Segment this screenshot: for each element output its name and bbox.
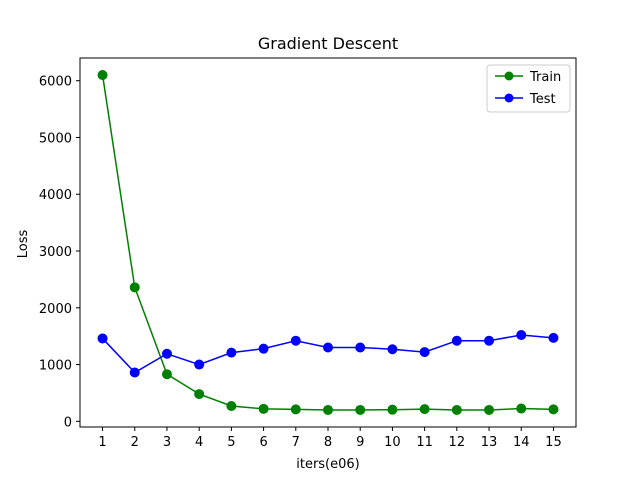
data-point-test — [516, 330, 527, 341]
x-tick-label: 4 — [195, 435, 203, 450]
y-axis-title: Loss — [16, 230, 31, 259]
data-point-test — [355, 342, 366, 353]
y-tick-label: 6000 — [39, 75, 72, 90]
x-axis-title: iters(e06) — [296, 457, 360, 472]
legend-label-train: Train — [529, 70, 561, 85]
x-tick-label: 14 — [513, 435, 530, 450]
data-point-train — [97, 70, 108, 81]
data-point-train — [355, 404, 366, 415]
legend: Train Test — [486, 64, 571, 113]
data-point-test — [419, 347, 430, 358]
data-point-test — [323, 342, 333, 353]
data-point-train — [484, 404, 495, 415]
data-point-train — [323, 404, 333, 415]
data-point-train — [451, 404, 462, 415]
data-point-train — [161, 369, 172, 380]
data-point-test — [226, 347, 237, 358]
x-tick-label: 3 — [163, 435, 171, 450]
x-tick-label: 12 — [449, 435, 466, 450]
y-tick-label: 0 — [64, 415, 72, 430]
data-point-test — [161, 348, 172, 359]
x-tick-label: 9 — [356, 435, 364, 450]
data-point-train — [516, 403, 527, 414]
y-tick-label: 1000 — [39, 359, 72, 374]
x-tick-label: 7 — [292, 435, 300, 450]
data-point-test — [387, 344, 398, 355]
data-point-train — [387, 404, 398, 415]
axes: 1 2 3 4 5 6 7 8 9 10 11 12 13 14 150100020003000400050… — [39, 57, 577, 450]
x-tick-label: 6 — [259, 435, 267, 450]
data-point-train — [194, 389, 205, 400]
y-tick-label: 5000 — [39, 131, 72, 146]
data-point-train — [290, 404, 301, 415]
data-point-test — [484, 335, 495, 346]
x-tick-label: 11 — [416, 435, 433, 450]
data-point-test — [97, 333, 108, 344]
y-tick-label: 4000 — [39, 188, 72, 203]
legend-marker-train — [504, 71, 514, 81]
data-point-train — [226, 400, 237, 411]
data-point-train — [129, 282, 140, 293]
y-tick-label: 3000 — [39, 245, 72, 260]
data-point-train — [548, 404, 559, 415]
data-point-test — [451, 335, 462, 346]
data-point-test — [129, 367, 140, 378]
legend-marker-test — [504, 93, 514, 103]
x-tick-label: 2 — [131, 435, 139, 450]
x-tick-label: 1 — [98, 435, 106, 450]
data-point-test — [290, 335, 301, 346]
data-point-train — [258, 403, 269, 414]
y-tick-label: 2000 — [39, 302, 72, 317]
plot-area — [97, 70, 559, 415]
x-tick-label: 15 — [545, 435, 562, 450]
data-point-train — [419, 404, 430, 415]
data-point-test — [258, 343, 269, 354]
data-point-test — [548, 332, 559, 343]
x-tick-label: 5 — [227, 435, 235, 450]
data-point-test — [194, 359, 205, 370]
x-tick-label: 13 — [481, 435, 498, 450]
x-tick-label: 10 — [384, 435, 401, 450]
legend-label-test: Test — [529, 92, 556, 107]
chart-title: Gradient Descent — [258, 34, 398, 53]
x-tick-label: 8 — [324, 435, 332, 450]
